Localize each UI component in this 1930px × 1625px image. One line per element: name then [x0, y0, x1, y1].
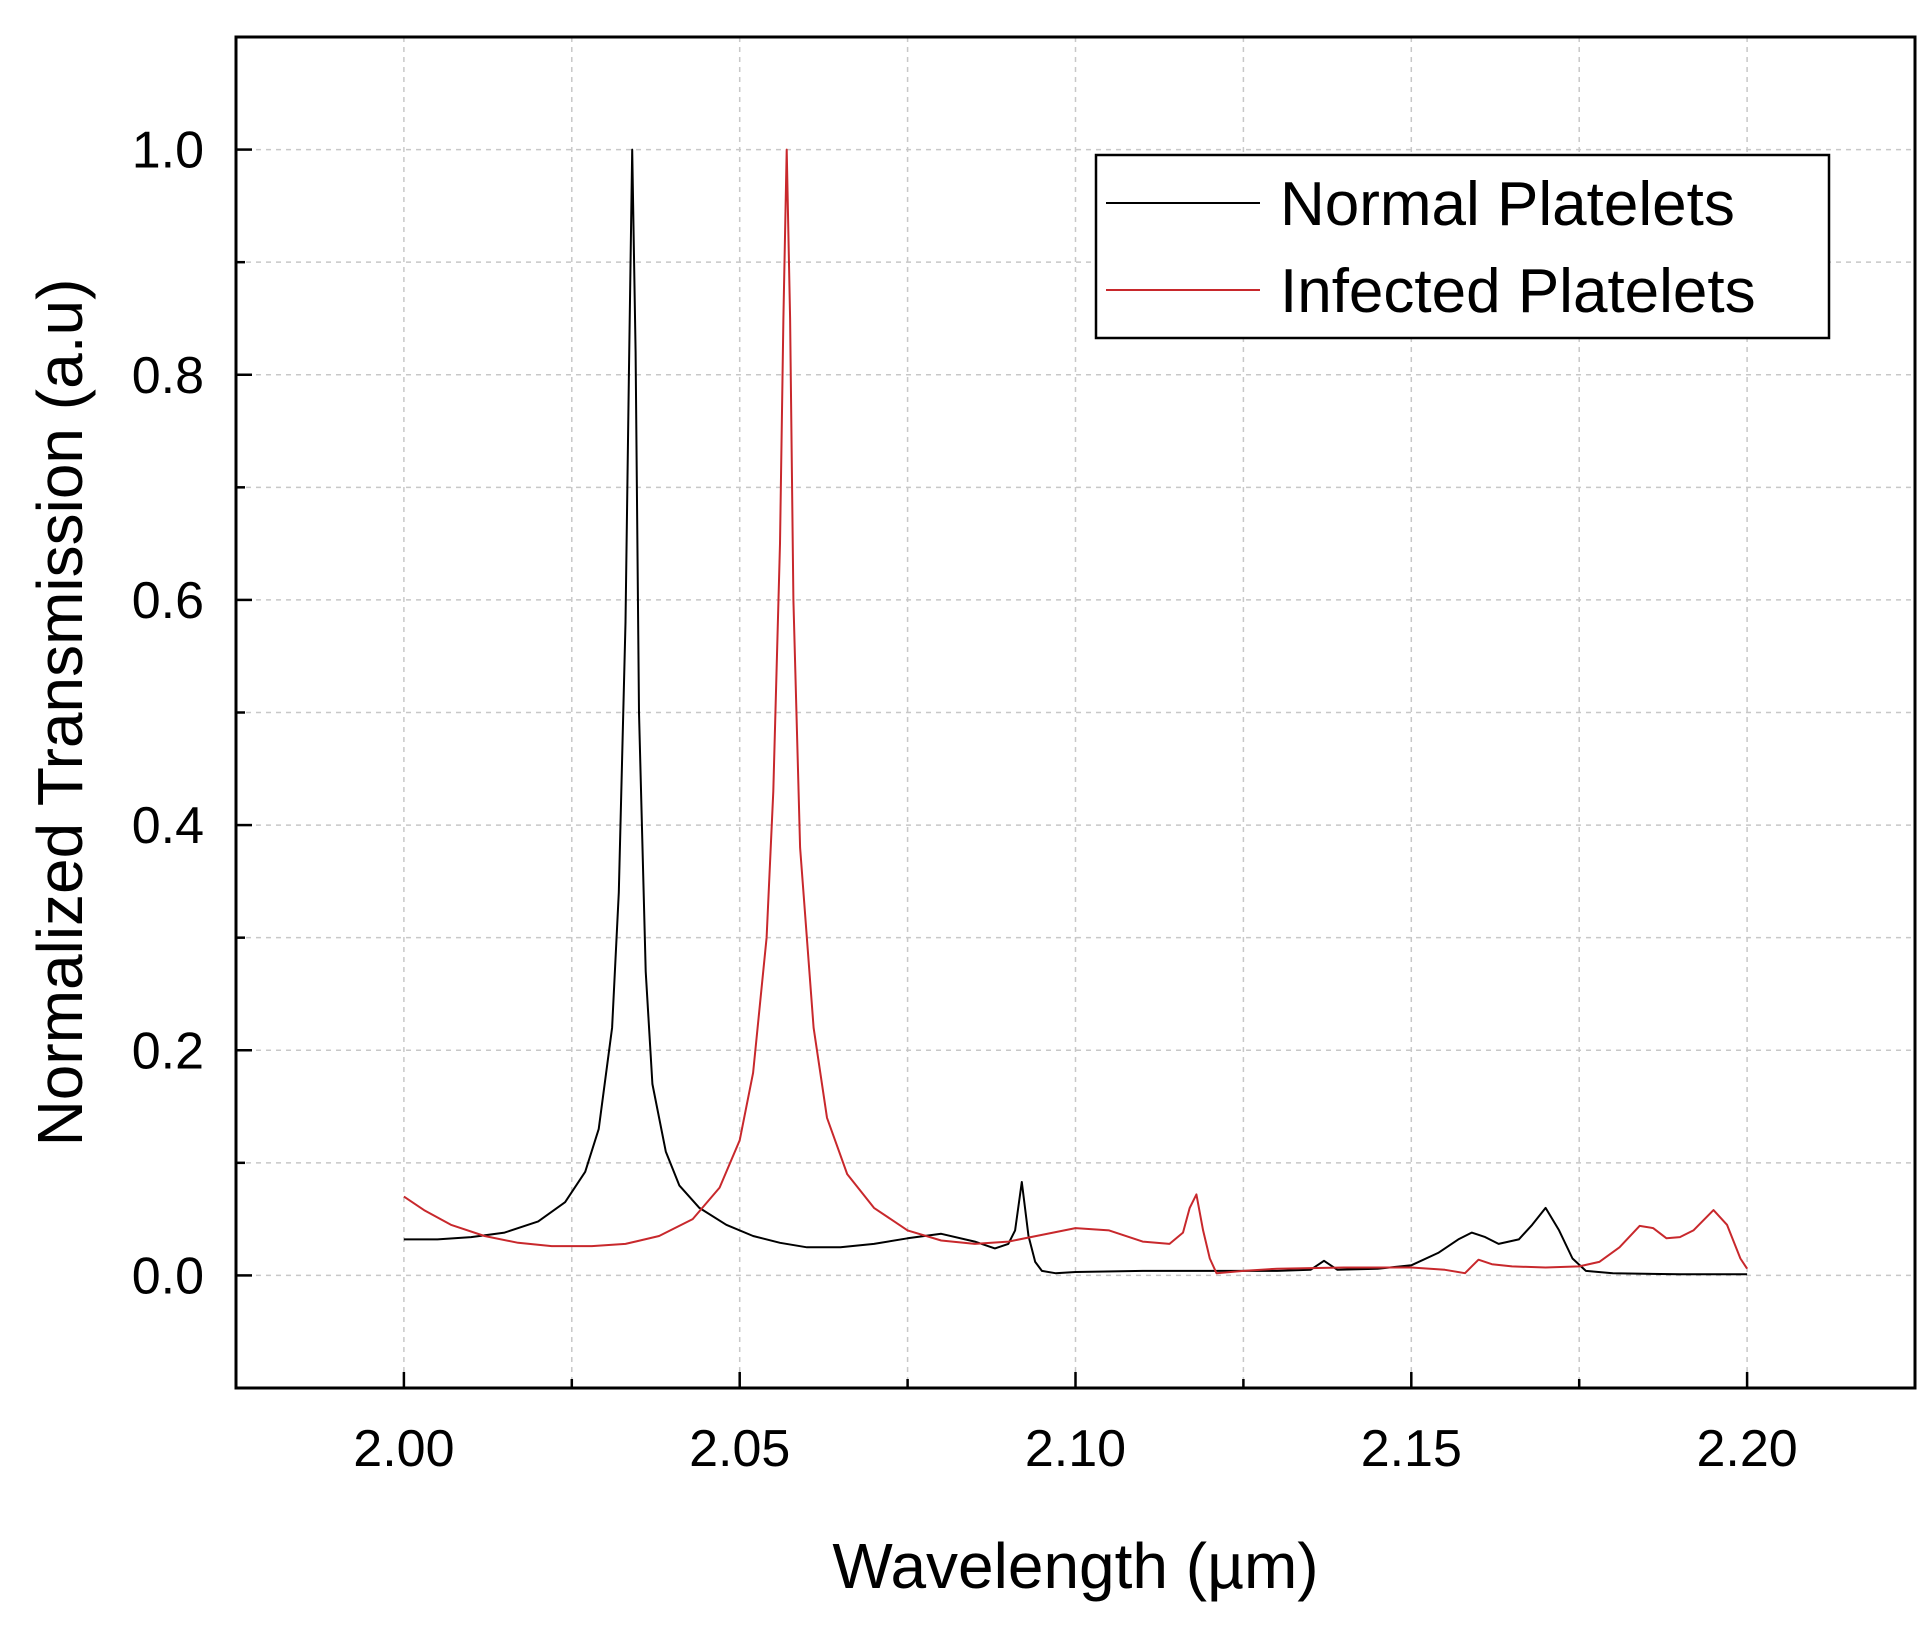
- axis-tick-labels: 0.0 0.2 0.4 0.6 0.8 1.0 2.00 2.05 2.10 2.15 2.20: [132, 122, 1798, 1478]
- axis-ticks: [234, 35, 1917, 1390]
- legend-box: [1094, 153, 1831, 340]
- y-axis-title: Normalized Transmission (a.u): [24, 279, 96, 1147]
- x-tick-label: 2.10: [1025, 1420, 1126, 1478]
- y-tick-label: 0.2: [132, 1022, 204, 1080]
- y-tick-label: 0.6: [132, 572, 204, 630]
- x-tick-label: 2.05: [689, 1420, 790, 1478]
- x-axis-title: Wavelength (µm): [832, 1530, 1318, 1602]
- x-tick-label: 2.00: [353, 1420, 454, 1478]
- series-line-normal-platelets: [403, 148, 1748, 1276]
- legend-label-normal-platelets: Normal Platelets: [1280, 170, 1735, 239]
- y-tick-label: 1.0: [132, 122, 204, 180]
- y-tick-label: 0.4: [132, 797, 204, 855]
- series-lines: [403, 148, 1748, 1276]
- x-tick-label: 2.15: [1361, 1420, 1462, 1478]
- y-tick-label: 0.0: [132, 1247, 204, 1305]
- x-tick-label: 2.20: [1696, 1420, 1797, 1478]
- legend-label-infected-platelets: Infected Platelets: [1280, 257, 1756, 326]
- y-tick-label: 0.8: [132, 347, 204, 405]
- legend: Normal Platelets Infected Platelets: [1094, 153, 1831, 340]
- series-line-infected-platelets: [403, 148, 1748, 1275]
